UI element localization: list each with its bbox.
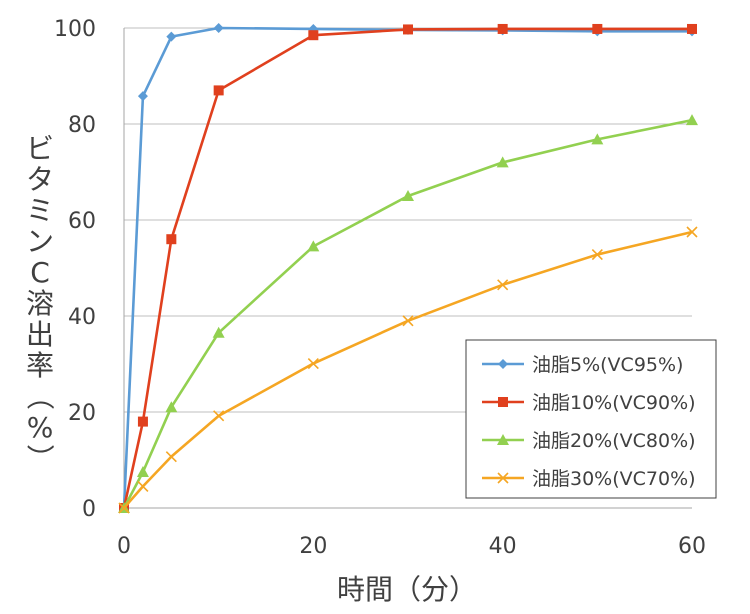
y-axis-title-char: タ bbox=[26, 163, 54, 196]
series-group bbox=[118, 23, 698, 514]
point-x bbox=[213, 410, 225, 422]
point-triangle bbox=[591, 133, 604, 145]
x-tick-label: 0 bbox=[117, 534, 131, 559]
point-x bbox=[591, 248, 603, 261]
point-square bbox=[592, 23, 603, 34]
point-x bbox=[497, 279, 509, 291]
legend-label: 油脂10%(VC90%) bbox=[532, 392, 696, 414]
axes bbox=[123, 28, 692, 509]
y-axis-title-char: 出 bbox=[26, 318, 54, 351]
series-4 bbox=[118, 226, 698, 514]
point-square bbox=[403, 24, 413, 35]
x-axis-title: 時間（分） bbox=[337, 573, 477, 606]
point-square bbox=[166, 234, 177, 245]
y-axis-title-char: ミ bbox=[26, 194, 54, 227]
point-diamond bbox=[137, 91, 148, 102]
point-x bbox=[118, 502, 130, 514]
point-square bbox=[308, 30, 319, 41]
x-tick-label: 40 bbox=[489, 534, 517, 559]
point-triangle bbox=[402, 190, 414, 201]
point-triangle bbox=[686, 114, 698, 126]
point-triangle bbox=[136, 466, 149, 477]
y-axis-title-char: （ bbox=[23, 382, 56, 410]
point-diamond bbox=[213, 23, 224, 33]
y-axis-title-char: ン bbox=[26, 225, 54, 258]
point-triangle bbox=[497, 434, 509, 445]
x-tick-label: 60 bbox=[678, 534, 706, 559]
y-tick-label: 60 bbox=[68, 209, 96, 234]
legend-entry: 油脂5%(VC95%) bbox=[482, 354, 683, 376]
legend-label: 油脂5%(VC95%) bbox=[532, 354, 683, 376]
y-axis-title-char: ビ bbox=[26, 132, 54, 165]
x-tick-label: 20 bbox=[299, 534, 327, 559]
y-tick-label: 80 bbox=[68, 113, 96, 138]
y-axis-title-char: C bbox=[30, 256, 50, 289]
y-tick-label: 40 bbox=[68, 305, 96, 330]
point-square bbox=[137, 416, 148, 427]
y-axis-title-char: % bbox=[27, 411, 54, 444]
y-axis-title-char: ） bbox=[23, 444, 56, 472]
legend-box bbox=[465, 339, 717, 499]
point-square bbox=[497, 23, 508, 34]
point-square bbox=[687, 23, 697, 34]
y-tick-label: 0 bbox=[82, 497, 96, 522]
point-square bbox=[498, 397, 508, 407]
point-x bbox=[497, 472, 509, 484]
y-tick-labels: 0 20 40 60 80 100 bbox=[54, 17, 96, 522]
legend-entry: 油脂20%(VC80%) bbox=[482, 430, 696, 452]
point-diamond bbox=[166, 31, 177, 42]
legend-entry: 油脂30%(VC70%) bbox=[482, 468, 696, 490]
point-diamond bbox=[498, 359, 508, 369]
point-square bbox=[213, 85, 224, 96]
point-triangle bbox=[165, 401, 178, 413]
point-x bbox=[165, 451, 177, 463]
y-tick-label: 100 bbox=[54, 17, 96, 42]
point-x bbox=[402, 315, 414, 327]
x-tick-labels: 0 20 40 60 bbox=[117, 534, 706, 559]
series-3 bbox=[118, 114, 698, 513]
y-axis-title-char: 率 bbox=[26, 349, 54, 382]
legend-label: 油脂20%(VC80%) bbox=[532, 430, 696, 452]
y-tick-label: 20 bbox=[68, 401, 96, 426]
y-axis-title-char: 溶 bbox=[26, 287, 54, 320]
legend-entry: 油脂10%(VC90%) bbox=[482, 392, 696, 414]
point-triangle bbox=[496, 156, 509, 168]
legend-label: 油脂30%(VC70%) bbox=[532, 468, 696, 490]
point-triangle bbox=[212, 326, 225, 338]
point-x bbox=[307, 357, 319, 370]
point-x bbox=[137, 480, 149, 492]
point-triangle bbox=[307, 240, 320, 252]
legend: 油脂5%(VC95%) 油脂10%(VC90%) 油脂20%(VC80%) 油脂30%… bbox=[465, 339, 717, 499]
point-x bbox=[686, 226, 698, 238]
